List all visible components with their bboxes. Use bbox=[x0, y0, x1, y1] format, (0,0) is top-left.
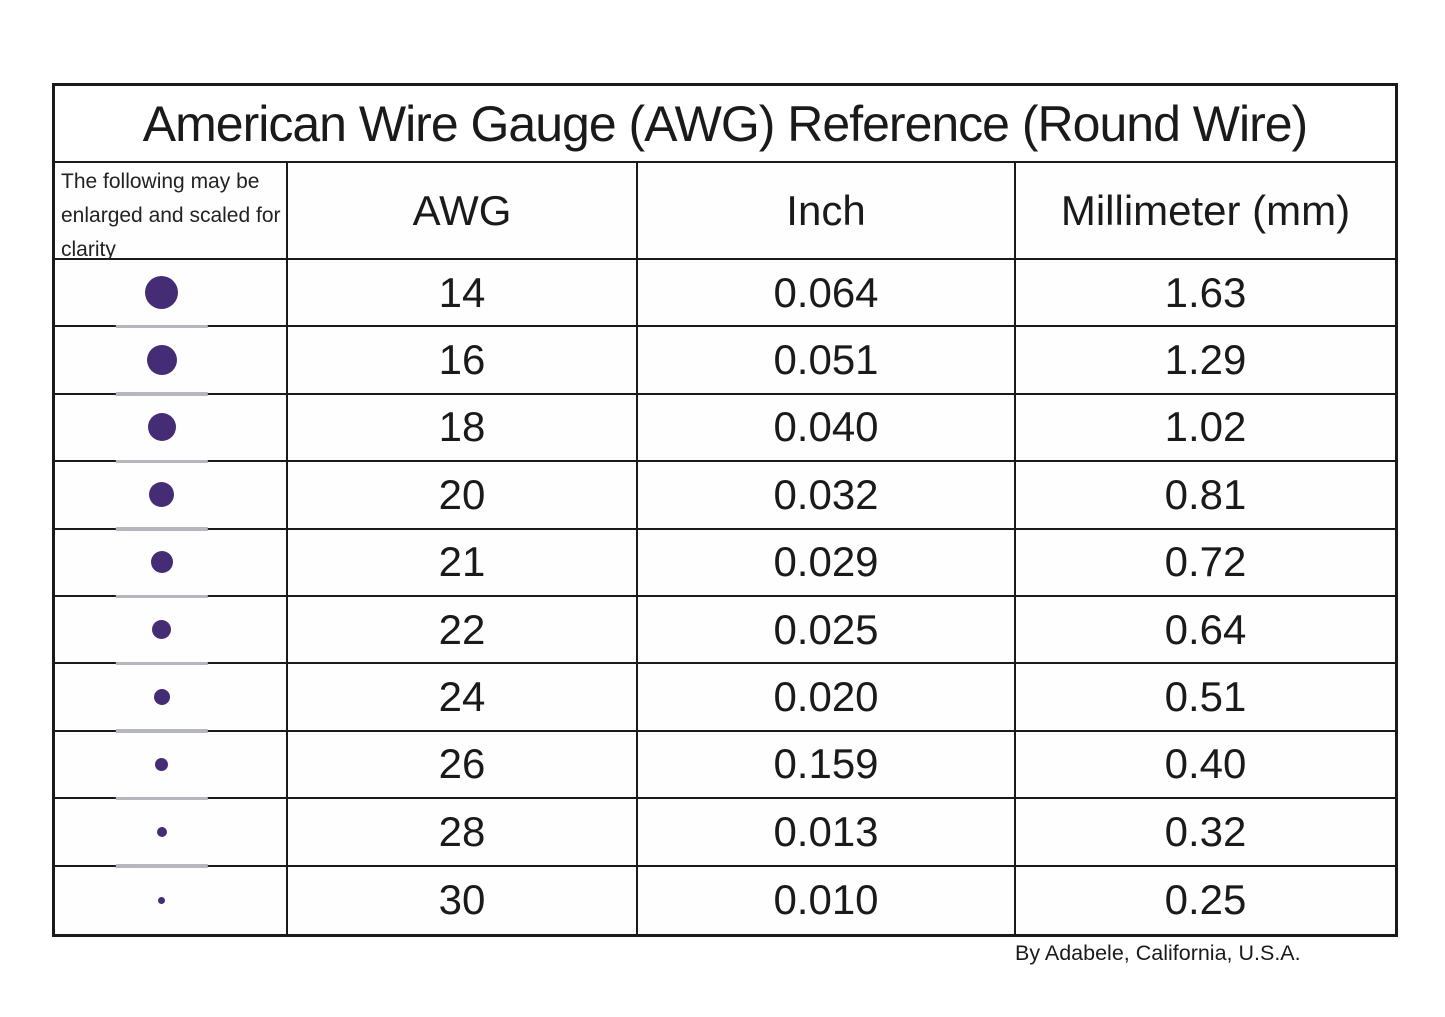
inch-cell: 0.159 bbox=[638, 731, 1016, 800]
awg-cell: 30 bbox=[288, 866, 638, 934]
wire-size-dot bbox=[158, 896, 165, 904]
wire-dot-cell bbox=[55, 866, 288, 934]
wire-dot-cell bbox=[55, 731, 288, 800]
inch-cell: 0.029 bbox=[638, 529, 1016, 597]
wire-dot-cell bbox=[55, 529, 288, 597]
awg-cell: 26 bbox=[288, 731, 638, 800]
wire-dot-cell bbox=[55, 799, 288, 867]
wire-size-dot bbox=[145, 276, 178, 310]
wire-dot-cell bbox=[55, 462, 288, 530]
mm-cell: 1.29 bbox=[1016, 327, 1395, 395]
wire-size-dot bbox=[152, 620, 171, 640]
wire-size-dot bbox=[146, 345, 177, 376]
inch-cell: 0.020 bbox=[638, 664, 1016, 732]
awg-cell: 18 bbox=[288, 394, 638, 463]
wire-size-dot bbox=[156, 826, 167, 837]
inch-cell: 0.010 bbox=[638, 866, 1016, 934]
mm-cell: 0.25 bbox=[1016, 866, 1395, 934]
inch-cell: 0.013 bbox=[638, 799, 1016, 867]
inch-cell: 0.032 bbox=[638, 462, 1016, 530]
wire-dot-cell bbox=[55, 260, 288, 328]
table-grid: The following may be enlarged and scaled… bbox=[55, 163, 1395, 934]
clarity-note: The following may be enlarged and scaled… bbox=[55, 163, 288, 261]
inch-cell: 0.051 bbox=[638, 327, 1016, 395]
inch-cell: 0.064 bbox=[638, 260, 1016, 328]
column-header-mm: Millimeter (mm) bbox=[1016, 163, 1395, 260]
column-header-inch: Inch bbox=[638, 163, 1016, 260]
mm-cell: 0.32 bbox=[1016, 799, 1395, 867]
mm-cell: 0.81 bbox=[1016, 462, 1395, 530]
mm-cell: 1.63 bbox=[1016, 260, 1395, 328]
wire-size-dot bbox=[150, 551, 173, 574]
wire-size-dot bbox=[155, 757, 168, 771]
wire-dot-cell bbox=[55, 327, 288, 395]
wire-size-dot bbox=[149, 482, 174, 508]
awg-cell: 16 bbox=[288, 327, 638, 395]
awg-cell: 20 bbox=[288, 462, 638, 530]
awg-cell: 22 bbox=[288, 597, 638, 665]
awg-cell: 14 bbox=[288, 260, 638, 328]
column-header-awg: AWG bbox=[288, 163, 638, 260]
wire-dot-cell bbox=[55, 597, 288, 665]
awg-cell: 21 bbox=[288, 529, 638, 597]
credit-text: By Adabele, California, U.S.A. bbox=[1015, 941, 1301, 965]
inch-cell: 0.040 bbox=[638, 394, 1016, 463]
wire-dot-cell bbox=[55, 664, 288, 732]
wire-size-dot bbox=[153, 689, 170, 706]
mm-cell: 0.51 bbox=[1016, 664, 1395, 732]
awg-cell: 28 bbox=[288, 799, 638, 867]
mm-cell: 0.72 bbox=[1016, 529, 1395, 597]
mm-cell: 0.64 bbox=[1016, 597, 1395, 665]
table-title: American Wire Gauge (AWG) Reference (Rou… bbox=[55, 86, 1395, 163]
wire-dot-cell bbox=[55, 394, 288, 463]
mm-cell: 1.02 bbox=[1016, 394, 1395, 463]
wire-size-dot bbox=[147, 413, 176, 442]
inch-cell: 0.025 bbox=[638, 597, 1016, 665]
mm-cell: 0.40 bbox=[1016, 731, 1395, 800]
awg-cell: 24 bbox=[288, 664, 638, 732]
awg-reference-table: American Wire Gauge (AWG) Reference (Rou… bbox=[52, 83, 1398, 937]
